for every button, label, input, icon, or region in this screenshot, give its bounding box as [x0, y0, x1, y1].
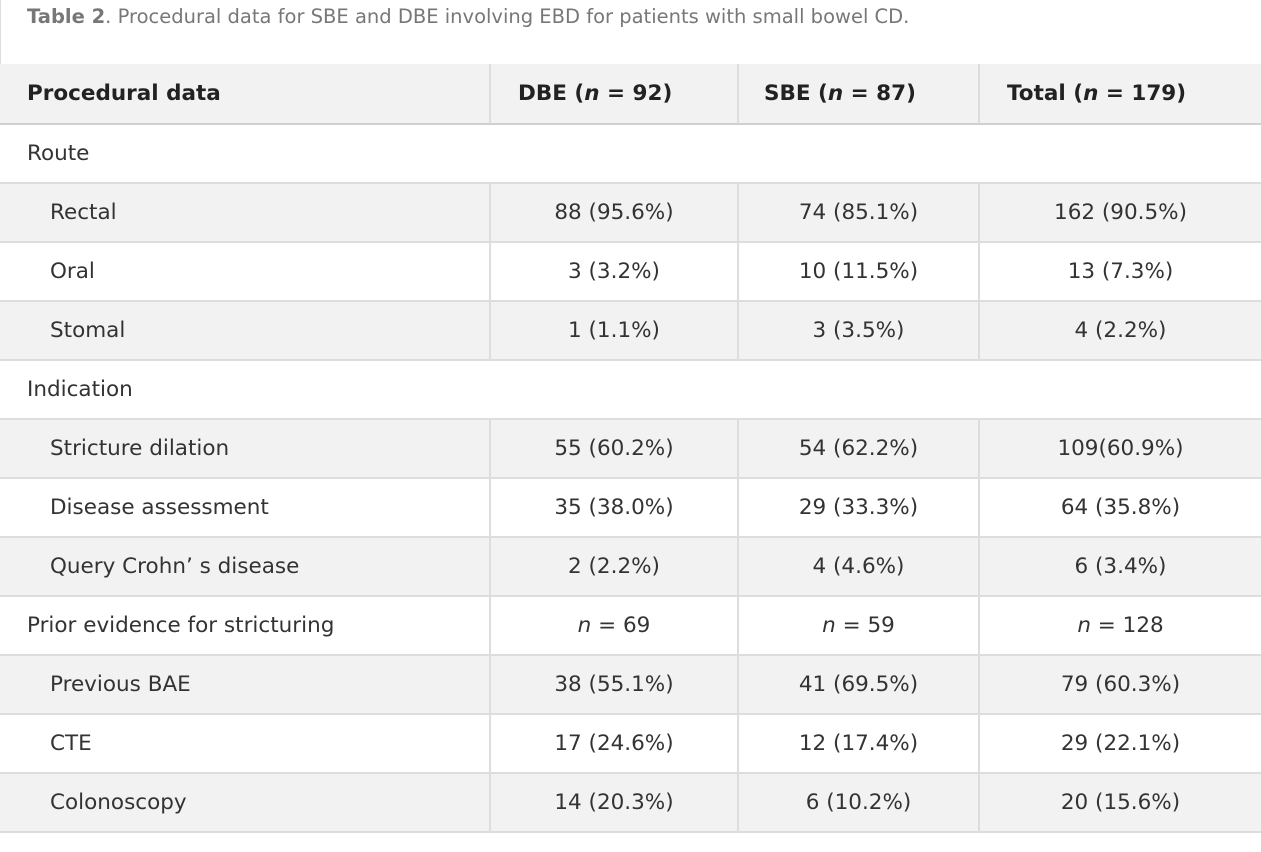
cell-dbe: 55 (60.2%) [489, 418, 738, 478]
table-row: Stricture dilation 55 (60.2%) 54 (62.2%)… [0, 418, 1261, 478]
cell-dbe: 35 (38.0%) [489, 477, 738, 537]
cell-dbe: 88 (95.6%) [489, 182, 738, 242]
table-row: Prior evidence for stricturing n = 69 n … [0, 595, 1261, 655]
cell-total: 109(60.9%) [978, 418, 1261, 478]
row-label-stricture-dilation: Stricture dilation [0, 418, 490, 478]
table-caption-label: Table 2 [27, 5, 106, 28]
row-label-cte: CTE [0, 713, 490, 773]
procedural-data-table: Procedural data DBE (n = 92) SBE (n = 87… [0, 64, 1261, 833]
row-label-previous-bae: Previous BAE [0, 654, 490, 714]
cell-dbe: 17 (24.6%) [489, 713, 738, 773]
cell-total: 4 (2.2%) [978, 300, 1261, 360]
row-label-prior-evidence: Prior evidence for stricturing [0, 595, 490, 655]
section-row-indication: Indication [0, 359, 1261, 419]
table-caption: Table 2. Procedural data for SBE and DBE… [27, 5, 909, 28]
cell-total: 64 (35.8%) [978, 477, 1261, 537]
cell-sbe: 29 (33.3%) [737, 477, 979, 537]
table-header-row: Procedural data DBE (n = 92) SBE (n = 87… [0, 64, 1261, 125]
table-row: Disease assessment 35 (38.0%) 29 (33.3%)… [0, 477, 1261, 537]
cell-total: 29 (22.1%) [978, 713, 1261, 773]
cell-dbe: 14 (20.3%) [489, 772, 738, 833]
cell-total: 162 (90.5%) [978, 182, 1261, 242]
cell-sbe: 3 (3.5%) [737, 300, 979, 360]
header-total: Total (n = 179) [978, 64, 1261, 125]
cell-dbe: 3 (3.2%) [489, 241, 738, 301]
cell-dbe: n = 69 [489, 595, 738, 655]
cell-sbe: 6 (10.2%) [737, 772, 979, 833]
cell-sbe: 4 (4.6%) [737, 536, 979, 596]
cell-sbe: 12 (17.4%) [737, 713, 979, 773]
cell-total: 13 (7.3%) [978, 241, 1261, 301]
cell-dbe: 38 (55.1%) [489, 654, 738, 714]
row-label-colonoscopy: Colonoscopy [0, 772, 490, 833]
cell-sbe: 74 (85.1%) [737, 182, 979, 242]
table-row: Oral 3 (3.2%) 10 (11.5%) 13 (7.3%) [0, 241, 1261, 301]
row-label-rectal: Rectal [0, 182, 490, 242]
table-row: Colonoscopy 14 (20.3%) 6 (10.2%) 20 (15.… [0, 772, 1261, 833]
table-row: Previous BAE 38 (55.1%) 41 (69.5%) 79 (6… [0, 654, 1261, 714]
row-label-stomal: Stomal [0, 300, 490, 360]
table-caption-text: . Procedural data for SBE and DBE involv… [105, 5, 910, 28]
table-row: CTE 17 (24.6%) 12 (17.4%) 29 (22.1%) [0, 713, 1261, 773]
table-row: Rectal 88 (95.6%) 74 (85.1%) 162 (90.5%) [0, 182, 1261, 242]
section-label-indication: Indication [0, 359, 1261, 419]
cell-dbe: 1 (1.1%) [489, 300, 738, 360]
header-procedural-data: Procedural data [0, 64, 490, 125]
cell-sbe: 54 (62.2%) [737, 418, 979, 478]
row-label-disease-assessment: Disease assessment [0, 477, 490, 537]
cell-total: 6 (3.4%) [978, 536, 1261, 596]
header-sbe: SBE (n = 87) [737, 64, 979, 125]
cell-total: n = 128 [978, 595, 1261, 655]
table-row: Query Crohn’ s disease 2 (2.2%) 4 (4.6%)… [0, 536, 1261, 596]
cell-dbe: 2 (2.2%) [489, 536, 738, 596]
cell-sbe: 10 (11.5%) [737, 241, 979, 301]
cell-total: 79 (60.3%) [978, 654, 1261, 714]
cell-sbe: n = 59 [737, 595, 979, 655]
table-row: Stomal 1 (1.1%) 3 (3.5%) 4 (2.2%) [0, 300, 1261, 360]
section-row-route: Route [0, 123, 1261, 183]
caption-left-rule [0, 0, 1, 64]
cell-sbe: 41 (69.5%) [737, 654, 979, 714]
section-label-route: Route [0, 123, 1261, 183]
cell-total: 20 (15.6%) [978, 772, 1261, 833]
row-label-query-crohns: Query Crohn’ s disease [0, 536, 490, 596]
header-dbe: DBE (n = 92) [489, 64, 738, 125]
row-label-oral: Oral [0, 241, 490, 301]
